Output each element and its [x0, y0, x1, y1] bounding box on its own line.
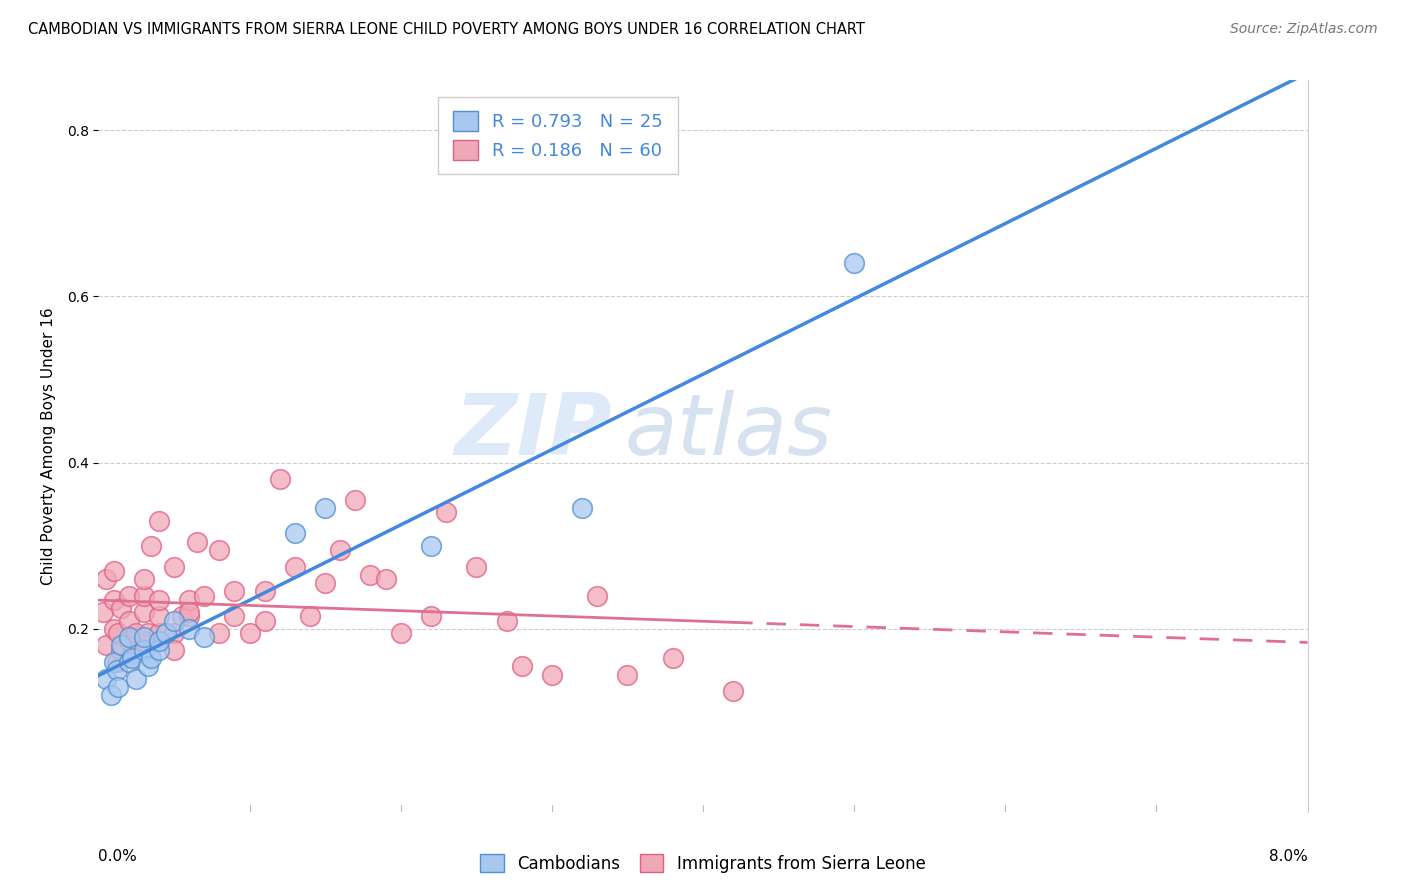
Point [103, 564, 125, 578]
Point [389, 626, 412, 640]
Point [148, 626, 170, 640]
Text: 0.0%: 0.0% [98, 849, 138, 864]
Point [541, 667, 564, 681]
Point [148, 642, 170, 657]
Point [208, 626, 231, 640]
Text: ZIP: ZIP [454, 390, 613, 473]
Y-axis label: Child Poverty Among Boys Under 16: Child Poverty Among Boys Under 16 [41, 307, 56, 585]
Point [844, 256, 866, 270]
Point [329, 542, 352, 557]
Point [284, 559, 307, 574]
Point [163, 626, 186, 640]
Point [125, 626, 148, 640]
Text: Source: ZipAtlas.com: Source: ZipAtlas.com [1230, 22, 1378, 37]
Point [110, 601, 132, 615]
Point [107, 680, 129, 694]
Point [163, 614, 186, 628]
Point [420, 609, 443, 624]
Point [420, 539, 443, 553]
Point [136, 659, 159, 673]
Point [616, 667, 638, 681]
Point [141, 651, 163, 665]
Text: 8.0%: 8.0% [1268, 849, 1308, 864]
Point [179, 605, 201, 619]
Point [118, 614, 141, 628]
Legend: Cambodians, Immigrants from Sierra Leone: Cambodians, Immigrants from Sierra Leone [474, 847, 932, 880]
Point [141, 539, 163, 553]
Point [132, 572, 155, 586]
Point [224, 584, 246, 599]
Point [136, 626, 159, 640]
Point [105, 655, 128, 669]
Point [110, 639, 132, 653]
Point [465, 559, 488, 574]
Point [314, 501, 336, 516]
Point [186, 534, 208, 549]
Point [179, 609, 201, 624]
Point [586, 589, 609, 603]
Point [374, 572, 396, 586]
Point [132, 642, 155, 657]
Point [103, 655, 125, 669]
Point [193, 630, 215, 644]
Point [94, 572, 117, 586]
Point [224, 609, 246, 624]
Point [105, 664, 128, 678]
Point [148, 592, 170, 607]
Point [148, 634, 170, 648]
Point [193, 589, 215, 603]
Point [121, 647, 143, 661]
Point [118, 630, 141, 644]
Point [110, 642, 132, 657]
Point [723, 684, 745, 698]
Point [148, 514, 170, 528]
Point [284, 526, 307, 541]
Point [132, 605, 155, 619]
Point [510, 659, 533, 673]
Point [571, 501, 593, 516]
Point [208, 542, 231, 557]
Point [118, 634, 141, 648]
Point [103, 622, 125, 636]
Point [132, 634, 155, 648]
Point [155, 626, 177, 640]
Point [253, 584, 276, 599]
Point [434, 506, 457, 520]
Point [662, 651, 685, 665]
Point [163, 642, 186, 657]
Point [107, 626, 129, 640]
Point [121, 651, 143, 665]
Point [344, 493, 367, 508]
Point [179, 622, 201, 636]
Point [253, 614, 276, 628]
Point [118, 589, 141, 603]
Point [132, 589, 155, 603]
Point [91, 605, 114, 619]
Text: atlas: atlas [624, 390, 832, 473]
Point [299, 609, 322, 624]
Point [103, 592, 125, 607]
Point [94, 672, 117, 686]
Point [132, 630, 155, 644]
Point [360, 567, 382, 582]
Point [148, 609, 170, 624]
Text: CAMBODIAN VS IMMIGRANTS FROM SIERRA LEONE CHILD POVERTY AMONG BOYS UNDER 16 CORR: CAMBODIAN VS IMMIGRANTS FROM SIERRA LEON… [28, 22, 865, 37]
Point [118, 655, 141, 669]
Point [495, 614, 517, 628]
Point [179, 592, 201, 607]
Point [100, 689, 122, 703]
Point [125, 672, 148, 686]
Point [163, 559, 186, 574]
Point [239, 626, 262, 640]
Point [314, 576, 336, 591]
Legend: R = 0.793   N = 25, R = 0.186   N = 60: R = 0.793 N = 25, R = 0.186 N = 60 [439, 96, 678, 174]
Point [170, 609, 193, 624]
Point [94, 639, 117, 653]
Point [269, 472, 291, 486]
